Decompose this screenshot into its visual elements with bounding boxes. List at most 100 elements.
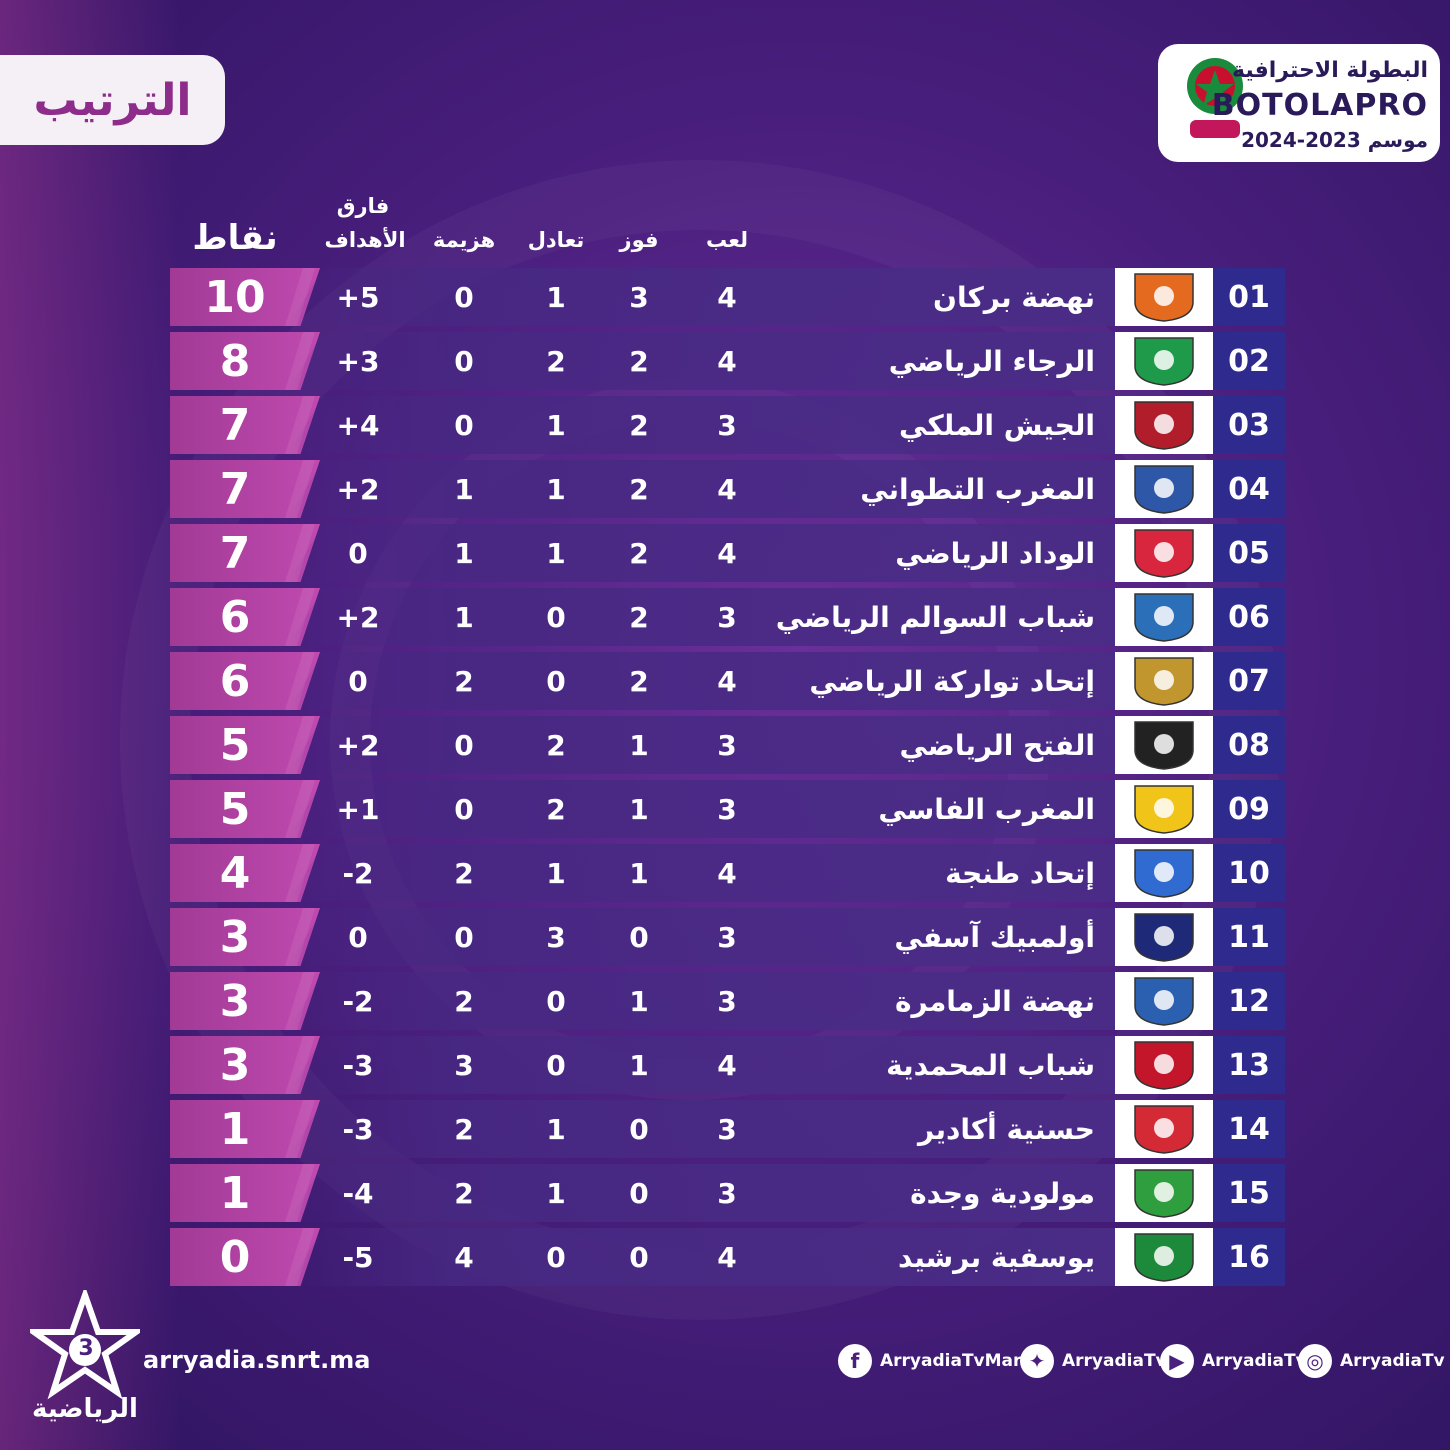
facebook-icon: f [838,1344,872,1378]
goal-diff-value: -2 [342,856,374,890]
header-goal-diff-1: فارق [336,194,390,218]
rank-value: 10 [1213,844,1285,902]
won-value: 2 [629,600,649,634]
lost-value: 2 [454,1112,474,1146]
team-name: الوداد الرياضي [895,536,1095,570]
played-value: 3 [717,792,737,826]
rank-value: 14 [1213,1100,1285,1158]
drawn-value: 0 [546,1240,566,1274]
instagram-icon: ◎ [1298,1344,1332,1378]
social-youtube[interactable]: ▶ ArryadiaTv [1160,1343,1307,1379]
social-facebook[interactable]: f ArryadiaTvMaroc [838,1343,1043,1379]
row-background [288,780,1115,838]
league-season: موسم 2023-2024 [1241,128,1428,152]
youtube-icon: ▶ [1160,1344,1194,1378]
team-crest-icon [1134,657,1194,706]
row-background [288,524,1115,582]
team-crest [1115,588,1213,646]
team-name: نهضة بركان [933,280,1095,314]
social-twitter[interactable]: ✦ ArryadiaTv [1020,1343,1167,1379]
team-crest [1115,1164,1213,1222]
won-value: 0 [629,1240,649,1274]
row-background [288,268,1115,326]
goal-diff-value: -2 [342,984,374,1018]
points-value: 10 [204,271,266,323]
team-crest [1115,652,1213,710]
played-value: 3 [717,1112,737,1146]
team-name: إتحاد تواركة الرياضي [809,664,1095,698]
team-name: المغرب الفاسي [878,792,1095,826]
team-name: يوسفية برشيد [898,1240,1095,1274]
points-value: 6 [219,655,251,707]
team-crest-icon [1134,721,1194,770]
played-value: 3 [717,984,737,1018]
botola-crest-icon [1187,58,1243,138]
table-row: 6 0 2 0 2 4 إتحاد تواركة الرياضي 07 [0,652,1450,710]
lost-value: 1 [454,600,474,634]
lost-value: 0 [454,280,474,314]
won-value: 1 [629,792,649,826]
league-logo: البطولة الاحترافية BOTOLAPRO موسم 2023-2… [1158,44,1440,162]
played-value: 4 [717,856,737,890]
points-value: 3 [219,911,251,963]
played-value: 4 [717,664,737,698]
won-value: 0 [629,1176,649,1210]
team-crest [1115,332,1213,390]
goal-diff-value: -3 [342,1048,374,1082]
table-row: 3 -3 3 0 1 4 شباب المحمدية 13 [0,1036,1450,1094]
team-name: شباب السوالم الرياضي [775,600,1095,634]
drawn-value: 1 [546,472,566,506]
lost-value: 0 [454,344,474,378]
league-title: البطولة الاحترافية [1232,58,1428,83]
points-value: 0 [219,1231,251,1283]
team-crest-icon [1134,465,1194,514]
row-background [288,332,1115,390]
drawn-value: 1 [546,1176,566,1210]
won-value: 2 [629,664,649,698]
social-label: ArryadiaTv [1340,1351,1445,1371]
won-value: 2 [629,536,649,570]
team-crest-icon [1134,1105,1194,1154]
header-goal-diff-2: الأهداف [324,228,406,252]
table-row: 1 -3 2 1 0 3 حسنية أكادير 14 [0,1100,1450,1158]
points-value: 5 [219,719,251,771]
drawn-value: 1 [546,536,566,570]
drawn-value: 3 [546,920,566,954]
drawn-value: 0 [546,664,566,698]
points-value: 7 [219,527,251,579]
rank-value: 13 [1213,1036,1285,1094]
played-value: 4 [717,536,737,570]
table-row: 10 +5 0 1 3 4 نهضة بركان 01 [0,268,1450,326]
points-value: 1 [219,1167,251,1219]
points-value: 3 [219,975,251,1027]
won-value: 0 [629,920,649,954]
table-row: 3 -2 2 0 1 3 نهضة الزمامرة 12 [0,972,1450,1030]
table-row: 6 +2 1 0 2 3 شباب السوالم الرياضي 06 [0,588,1450,646]
goal-diff-value: +2 [336,728,380,762]
social-label: ArryadiaTvMaroc [880,1351,1044,1371]
team-crest-icon [1134,1041,1194,1090]
drawn-value: 1 [546,280,566,314]
drawn-value: 2 [546,792,566,826]
website-url[interactable]: arryadia.snrt.ma [143,1346,371,1374]
team-name: إتحاد طنجة [945,856,1095,890]
rank-value: 03 [1213,396,1285,454]
drawn-value: 1 [546,1112,566,1146]
team-crest [1115,844,1213,902]
goal-diff-value: +1 [336,792,380,826]
drawn-value: 0 [546,984,566,1018]
won-value: 0 [629,1112,649,1146]
drawn-value: 0 [546,1048,566,1082]
won-value: 2 [629,344,649,378]
team-name: أولمبيك آسفي [894,920,1095,954]
lost-value: 0 [454,792,474,826]
goal-diff-value: +4 [336,408,380,442]
goal-diff-value: 0 [348,536,368,570]
won-value: 1 [629,856,649,890]
played-value: 3 [717,920,737,954]
row-background [288,972,1115,1030]
social-instagram[interactable]: ◎ ArryadiaTv [1298,1343,1445,1379]
header-points: نقاط [192,218,278,258]
played-value: 4 [717,1048,737,1082]
team-name: المغرب التطواني [860,472,1095,506]
